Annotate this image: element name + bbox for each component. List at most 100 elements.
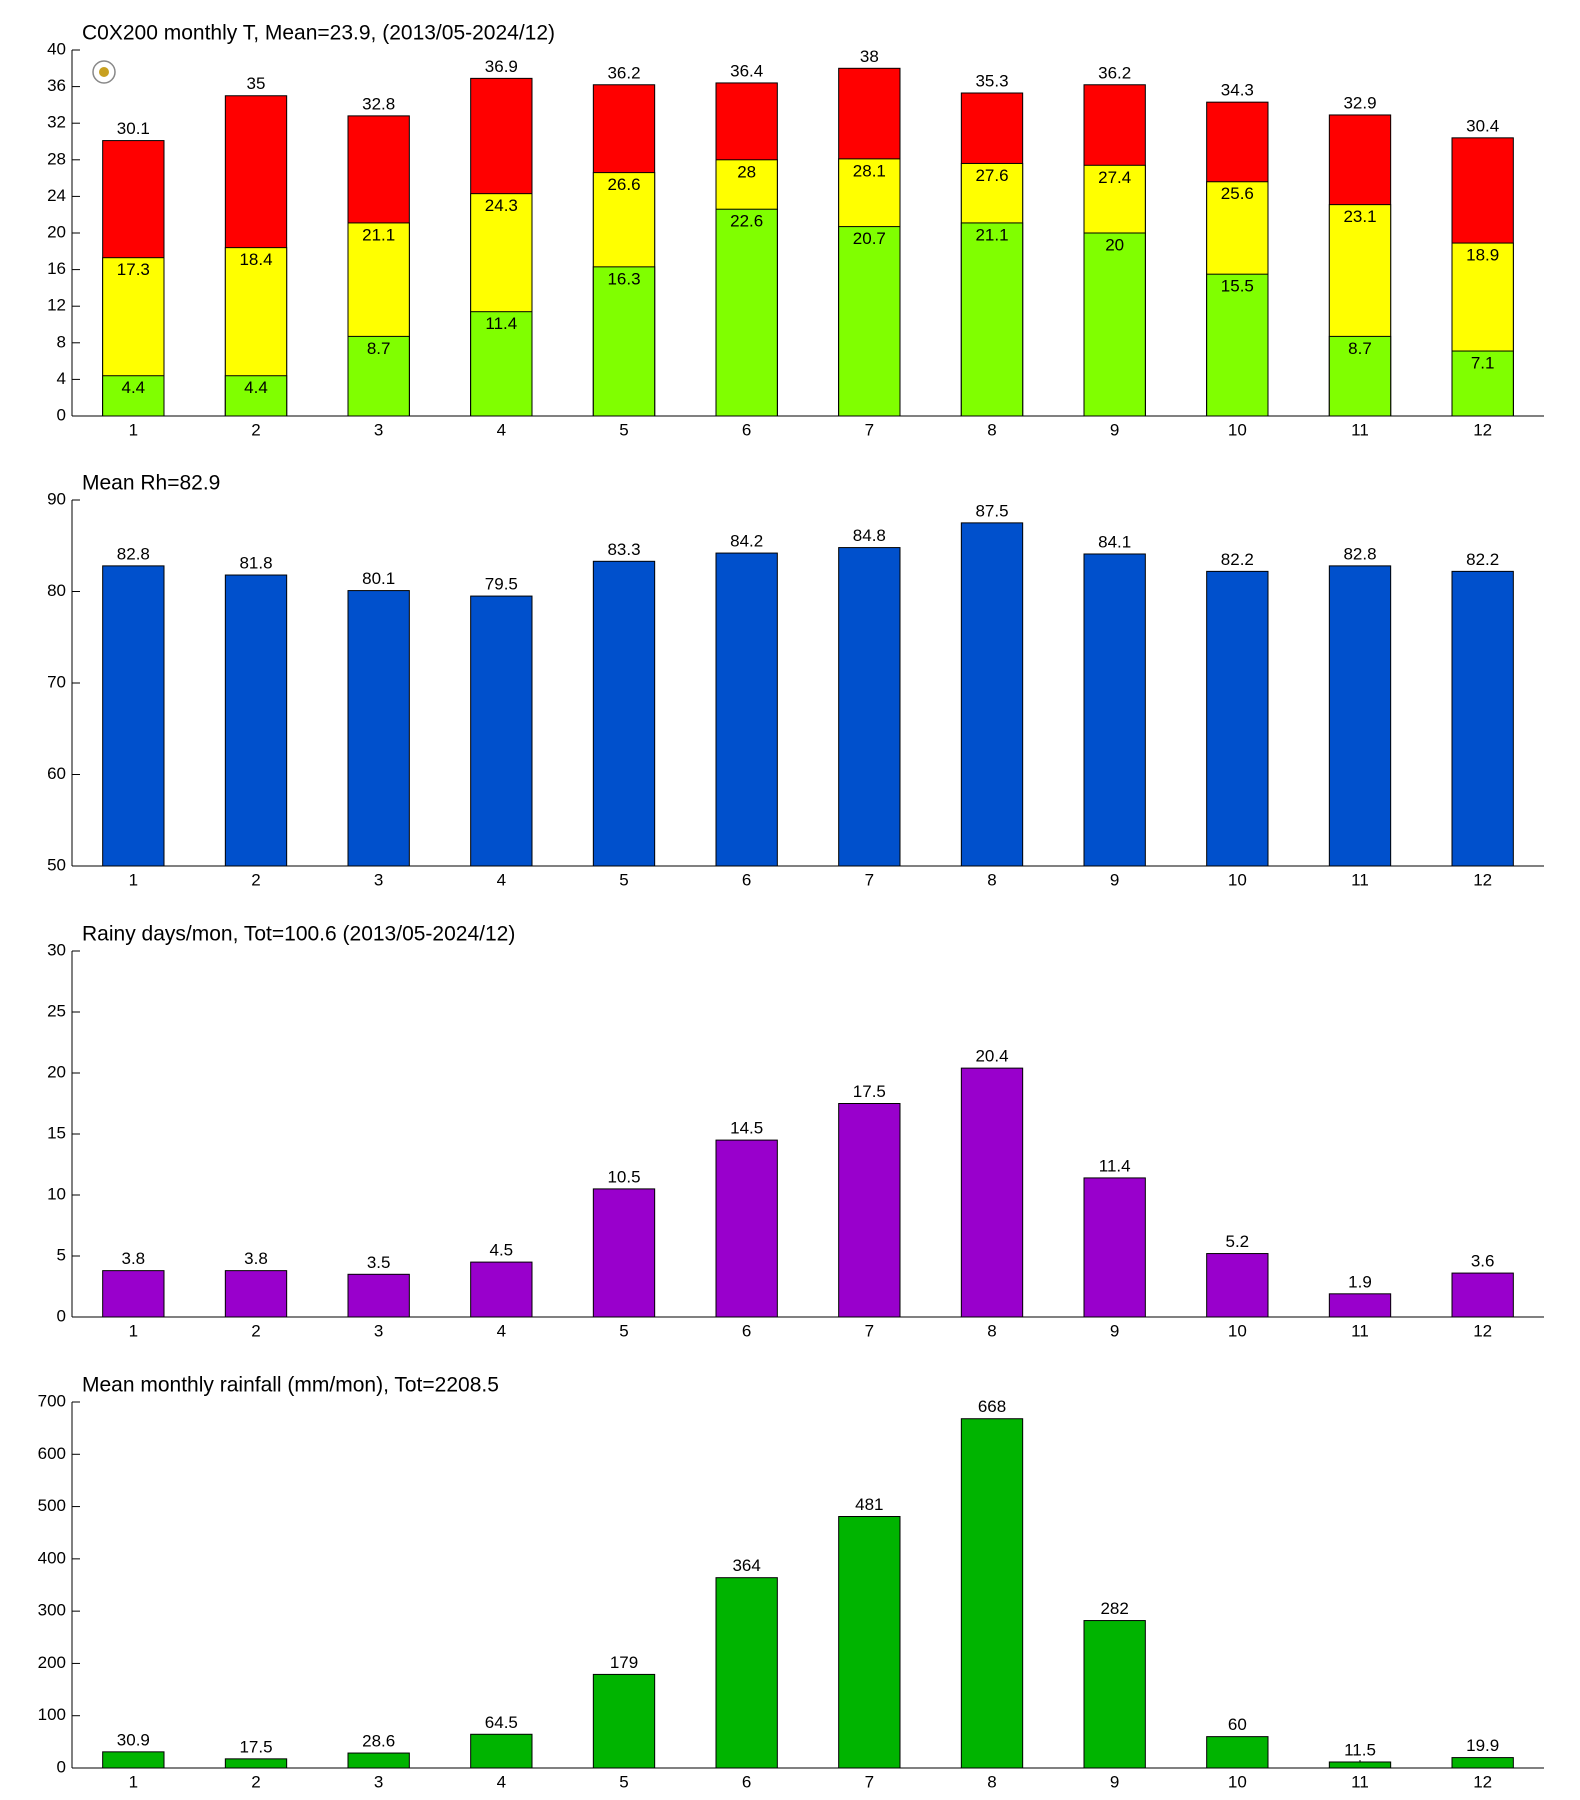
value-label: 14.5 bbox=[730, 1119, 763, 1138]
value-label: 3.8 bbox=[244, 1249, 268, 1268]
y-tick-label: 60 bbox=[47, 764, 66, 783]
chart-title: Mean monthly rainfall (mm/mon), Tot=2208… bbox=[82, 1374, 499, 1397]
y-tick-label: 24 bbox=[47, 186, 66, 205]
y-tick-label: 100 bbox=[38, 1705, 66, 1724]
x-tick-label: 9 bbox=[1110, 1321, 1119, 1340]
bar bbox=[838, 547, 901, 867]
y-tick-label: 90 bbox=[47, 489, 66, 508]
x-tick-label: 7 bbox=[865, 1772, 874, 1791]
value-label: 25.6 bbox=[1221, 184, 1254, 203]
y-tick-label: 200 bbox=[38, 1653, 66, 1672]
value-label: 32.8 bbox=[362, 94, 395, 113]
x-tick-label: 12 bbox=[1473, 1772, 1492, 1791]
value-label: 82.2 bbox=[1221, 550, 1254, 569]
value-label: 20.4 bbox=[975, 1047, 1008, 1066]
value-label: 17.3 bbox=[117, 260, 150, 279]
value-label: 17.5 bbox=[853, 1082, 886, 1101]
value-label: 20 bbox=[1105, 235, 1124, 254]
y-tick-label: 700 bbox=[38, 1391, 66, 1410]
y-tick-label: 32 bbox=[47, 113, 66, 132]
x-tick-label: 10 bbox=[1228, 1772, 1247, 1791]
value-label: 20.7 bbox=[853, 229, 886, 248]
bar bbox=[224, 375, 288, 417]
y-tick-label: 300 bbox=[38, 1601, 66, 1620]
x-tick-label: 5 bbox=[619, 1772, 628, 1791]
x-tick-label: 1 bbox=[129, 870, 138, 889]
x-tick-label: 9 bbox=[1110, 420, 1119, 439]
x-tick-label: 6 bbox=[742, 420, 751, 439]
x-tick-label: 5 bbox=[619, 870, 628, 889]
value-label: 34.3 bbox=[1221, 81, 1254, 100]
bar bbox=[470, 1261, 533, 1318]
bar bbox=[715, 208, 778, 417]
y-tick-label: 40 bbox=[47, 39, 66, 58]
x-tick-label: 2 bbox=[251, 1321, 260, 1340]
value-label: 8.7 bbox=[1348, 339, 1372, 358]
value-label: 4.4 bbox=[122, 378, 146, 397]
bar bbox=[102, 565, 165, 867]
x-tick-label: 3 bbox=[374, 1772, 383, 1791]
x-tick-label: 1 bbox=[129, 420, 138, 439]
value-label: 26.6 bbox=[607, 175, 640, 194]
value-label: 32.9 bbox=[1343, 93, 1376, 112]
bar bbox=[1206, 570, 1269, 867]
y-tick-label: 30 bbox=[47, 940, 66, 959]
bar bbox=[1206, 1253, 1269, 1318]
x-tick-label: 12 bbox=[1473, 870, 1492, 889]
y-tick-label: 0 bbox=[57, 1306, 66, 1325]
bar bbox=[347, 335, 410, 417]
value-label: 84.1 bbox=[1098, 532, 1131, 551]
bar bbox=[1328, 335, 1392, 417]
bar bbox=[1083, 1620, 1146, 1769]
value-label: 82.8 bbox=[117, 544, 150, 563]
x-tick-label: 8 bbox=[987, 420, 996, 439]
value-label: 36.9 bbox=[485, 57, 518, 76]
x-tick-label: 8 bbox=[987, 1772, 996, 1791]
x-tick-label: 7 bbox=[865, 1321, 874, 1340]
y-tick-label: 5 bbox=[57, 1245, 66, 1264]
y-tick-label: 80 bbox=[47, 581, 66, 600]
y-tick-label: 0 bbox=[57, 405, 66, 424]
y-tick-label: 600 bbox=[38, 1444, 66, 1463]
y-tick-label: 10 bbox=[47, 1184, 66, 1203]
value-label: 668 bbox=[978, 1397, 1006, 1416]
x-tick-label: 2 bbox=[251, 870, 260, 889]
y-tick-label: 8 bbox=[57, 332, 66, 351]
value-label: 82.8 bbox=[1343, 544, 1376, 563]
bar bbox=[960, 522, 1024, 867]
value-label: 81.8 bbox=[239, 554, 272, 573]
bar bbox=[347, 1273, 410, 1318]
x-tick-label: 3 bbox=[374, 1321, 383, 1340]
value-label: 23.1 bbox=[1343, 207, 1376, 226]
bar bbox=[960, 222, 1024, 417]
value-label: 10.5 bbox=[607, 1167, 640, 1186]
y-tick-label: 400 bbox=[38, 1548, 66, 1567]
x-tick-label: 4 bbox=[497, 1772, 506, 1791]
x-tick-label: 10 bbox=[1228, 420, 1247, 439]
value-label: 83.3 bbox=[607, 540, 640, 559]
value-label: 7.1 bbox=[1471, 354, 1495, 373]
x-tick-label: 7 bbox=[865, 420, 874, 439]
value-label: 1.9 bbox=[1348, 1272, 1372, 1291]
bar bbox=[1083, 232, 1146, 417]
bar bbox=[1328, 565, 1392, 867]
bar bbox=[1451, 1272, 1514, 1318]
value-label: 179 bbox=[610, 1653, 638, 1672]
x-tick-label: 1 bbox=[129, 1321, 138, 1340]
value-label: 35 bbox=[247, 74, 266, 93]
y-tick-label: 4 bbox=[57, 369, 66, 388]
bar bbox=[715, 552, 778, 867]
value-label: 11.4 bbox=[485, 314, 517, 333]
bar bbox=[347, 590, 410, 867]
value-label: 15.5 bbox=[1221, 277, 1254, 296]
value-label: 11.5 bbox=[1344, 1740, 1376, 1759]
bar bbox=[1206, 1736, 1269, 1769]
value-label: 27.4 bbox=[1098, 168, 1131, 187]
x-tick-label: 10 bbox=[1228, 1321, 1247, 1340]
chart-title: C0X200 monthly T, Mean=23.9, (2013/05-20… bbox=[82, 22, 555, 45]
bar bbox=[715, 1577, 778, 1769]
y-tick-label: 12 bbox=[47, 296, 66, 315]
bar bbox=[102, 375, 165, 417]
x-tick-label: 12 bbox=[1473, 420, 1492, 439]
